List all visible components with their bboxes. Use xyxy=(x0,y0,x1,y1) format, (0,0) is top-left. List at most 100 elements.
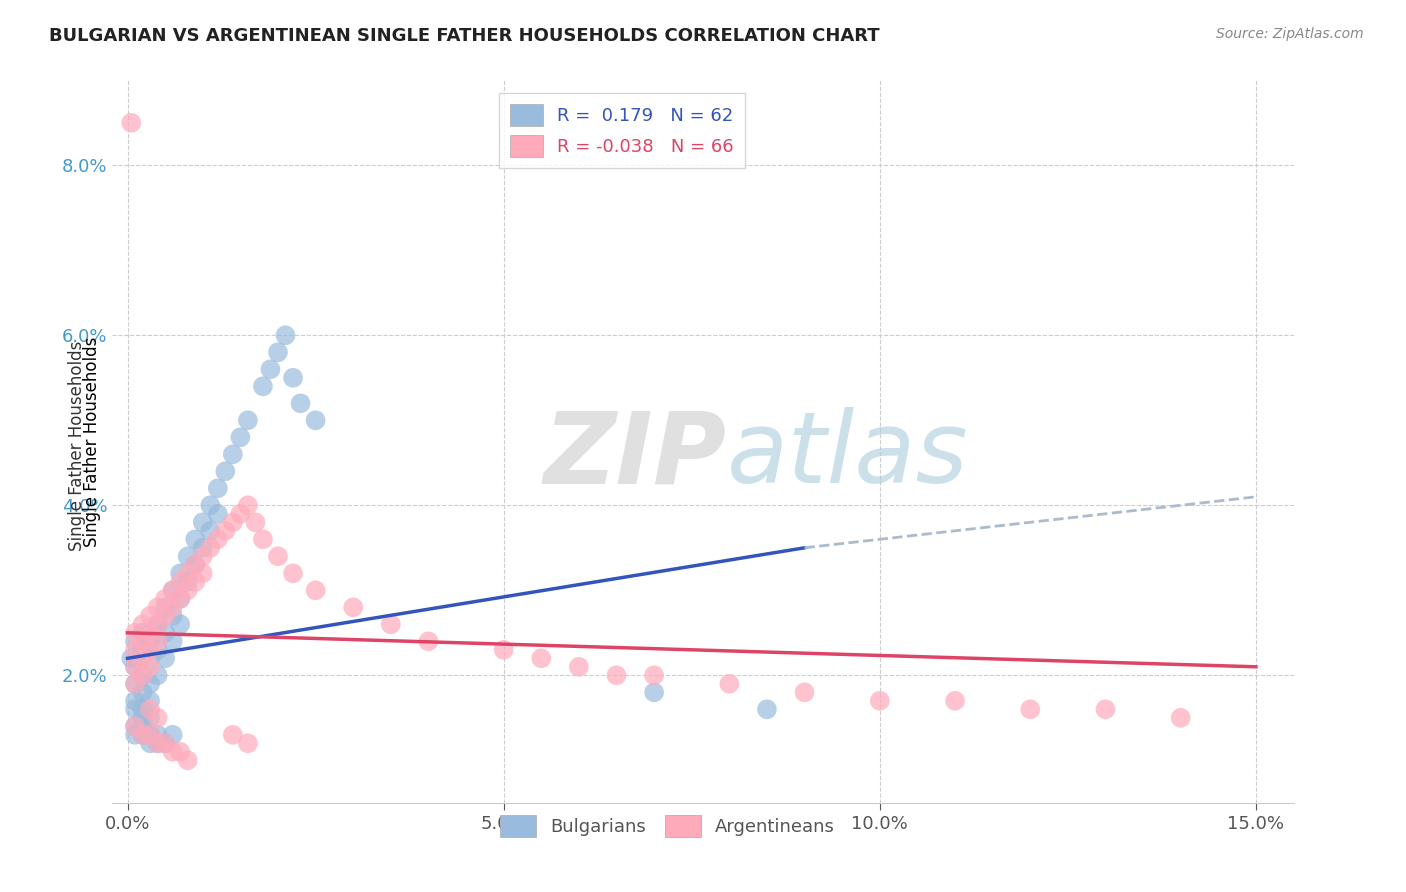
Point xyxy=(139,694,162,708)
Point xyxy=(153,608,176,623)
Text: ZIP: ZIP xyxy=(544,408,727,505)
Point xyxy=(146,634,169,648)
Point xyxy=(162,634,184,648)
Point xyxy=(492,642,515,657)
Point xyxy=(267,549,290,564)
Point xyxy=(267,345,290,359)
Point xyxy=(146,617,169,632)
Point xyxy=(131,711,153,725)
Point xyxy=(568,660,591,674)
Point xyxy=(153,625,176,640)
Point xyxy=(131,625,153,640)
Point xyxy=(184,533,207,547)
Point xyxy=(120,651,142,665)
Point xyxy=(153,736,176,750)
Point xyxy=(124,728,146,742)
Point xyxy=(191,541,214,555)
Point xyxy=(281,566,304,581)
Point xyxy=(153,591,176,606)
Point xyxy=(304,413,326,427)
Point xyxy=(124,719,146,733)
Point xyxy=(177,566,200,581)
Point xyxy=(139,728,162,742)
Point xyxy=(169,617,191,632)
Point xyxy=(214,464,236,478)
Point xyxy=(200,524,222,538)
Point xyxy=(252,533,274,547)
Point xyxy=(131,651,153,665)
Point xyxy=(245,516,267,530)
Point xyxy=(222,728,245,742)
Point xyxy=(177,753,200,767)
Point xyxy=(177,583,200,598)
Point xyxy=(124,677,146,691)
Point xyxy=(124,642,146,657)
Point xyxy=(259,362,281,376)
Point xyxy=(169,591,191,606)
Point xyxy=(131,642,153,657)
Point xyxy=(162,608,184,623)
Point xyxy=(380,617,402,632)
Point xyxy=(191,549,214,564)
Point xyxy=(124,660,146,674)
Point xyxy=(131,728,153,742)
Point xyxy=(146,736,169,750)
Point xyxy=(162,583,184,598)
Text: BULGARIAN VS ARGENTINEAN SINGLE FATHER HOUSEHOLDS CORRELATION CHART: BULGARIAN VS ARGENTINEAN SINGLE FATHER H… xyxy=(49,27,880,45)
Point xyxy=(153,600,176,615)
Point xyxy=(139,642,162,657)
Point xyxy=(418,634,440,648)
Point xyxy=(139,711,162,725)
Point xyxy=(605,668,627,682)
Point xyxy=(1019,702,1042,716)
Point xyxy=(153,736,176,750)
Point xyxy=(131,617,153,632)
Point xyxy=(162,745,184,759)
Text: Single Father Households: Single Father Households xyxy=(69,341,86,551)
Point xyxy=(191,566,214,581)
Point xyxy=(342,600,364,615)
Point xyxy=(191,516,214,530)
Legend: Bulgarians, Argentineans: Bulgarians, Argentineans xyxy=(494,808,842,845)
Point xyxy=(169,591,191,606)
Point xyxy=(124,634,146,648)
Point xyxy=(222,516,245,530)
Point xyxy=(146,642,169,657)
Point xyxy=(169,566,191,581)
Point xyxy=(943,694,966,708)
Point xyxy=(236,736,259,750)
Point xyxy=(177,549,200,564)
Point xyxy=(718,677,741,691)
Y-axis label: Single Father Households: Single Father Households xyxy=(83,336,101,547)
Point xyxy=(869,694,891,708)
Point xyxy=(139,702,162,716)
Point xyxy=(793,685,815,699)
Point xyxy=(643,685,665,699)
Point xyxy=(139,677,162,691)
Point xyxy=(1094,702,1116,716)
Point xyxy=(229,430,252,444)
Point xyxy=(139,625,162,640)
Point xyxy=(643,668,665,682)
Point xyxy=(131,685,153,699)
Point xyxy=(184,574,207,589)
Point xyxy=(124,719,146,733)
Point xyxy=(131,702,153,716)
Point xyxy=(169,745,191,759)
Point xyxy=(139,728,162,742)
Point xyxy=(124,702,146,716)
Point xyxy=(131,634,153,648)
Point xyxy=(236,413,259,427)
Text: Source: ZipAtlas.com: Source: ZipAtlas.com xyxy=(1216,27,1364,41)
Point xyxy=(139,634,162,648)
Point xyxy=(131,668,153,682)
Point xyxy=(146,728,169,742)
Point xyxy=(281,371,304,385)
Point xyxy=(139,608,162,623)
Point xyxy=(131,728,153,742)
Point xyxy=(146,711,169,725)
Point xyxy=(131,668,153,682)
Point xyxy=(162,600,184,615)
Point xyxy=(184,558,207,572)
Point xyxy=(162,728,184,742)
